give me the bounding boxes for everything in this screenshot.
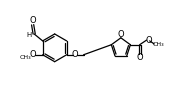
Text: O: O [136,53,143,62]
Text: CH₃: CH₃ [153,42,165,47]
Text: O: O [29,50,36,59]
Text: O: O [72,50,78,59]
Text: CH₃: CH₃ [20,55,32,60]
Text: O: O [29,16,36,25]
Text: O: O [118,30,124,39]
Text: H: H [26,32,32,38]
Text: O: O [146,36,152,45]
